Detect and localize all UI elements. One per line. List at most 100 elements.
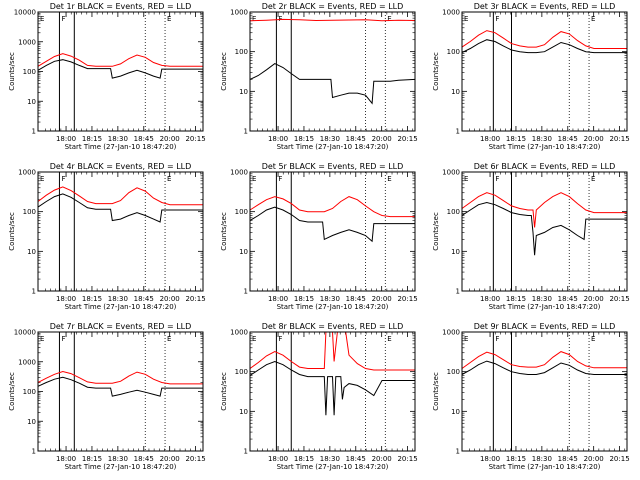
plot-frame xyxy=(249,331,416,452)
chart-panel-2: Det 2r BLACK = Events, RED = LLD 1 10 100 10… xyxy=(220,2,418,151)
y-tick-label: 100 xyxy=(23,208,36,216)
x-axis-label: Start Time (27-Jan-10 18:47:20) xyxy=(489,143,601,151)
state-marker: F xyxy=(61,175,65,183)
series-events-line xyxy=(461,360,627,375)
y-axis-label: Counts/sec xyxy=(432,212,440,251)
x-tick-label: 20:15 xyxy=(609,295,629,303)
y-axis-label: Counts/sec xyxy=(8,372,16,411)
series-lld-line xyxy=(249,331,415,371)
series-lld-line xyxy=(249,196,415,218)
chart-title: Det 4r BLACK = Events, RED = LLD xyxy=(50,162,192,171)
y-tick-label: 10 xyxy=(451,88,460,96)
state-marker: F xyxy=(495,335,499,343)
x-tick-label: 18:45 xyxy=(558,455,578,463)
x-tick-label: 20:00 xyxy=(584,455,604,463)
y-tick-label: 100 xyxy=(235,48,248,56)
x-tick-label: 20:00 xyxy=(160,135,180,143)
y-tick-label: 1000 xyxy=(442,169,460,177)
x-tick-label: 18:15 xyxy=(506,455,526,463)
series-events-line xyxy=(249,360,415,416)
x-tick-label: 18:45 xyxy=(558,135,578,143)
y-tick-label: 1 xyxy=(32,128,36,136)
x-axis-label: Start Time (27-Jan-10 18:47:20) xyxy=(489,463,601,471)
series-events-line xyxy=(461,201,627,256)
state-marker: E xyxy=(252,15,256,23)
x-tick-label: 18:15 xyxy=(294,135,314,143)
series-events-line xyxy=(37,59,203,79)
x-tick-label: 18:00 xyxy=(480,295,500,303)
state-marker: E xyxy=(167,15,171,23)
series-lld-line xyxy=(461,30,627,49)
y-tick-label: 1000 xyxy=(18,169,36,177)
plot-frame xyxy=(37,171,204,292)
x-tick-label: 18:15 xyxy=(294,295,314,303)
x-tick-label: 18:15 xyxy=(82,135,102,143)
chart-panel-6: Det 6r BLACK = Events, RED = LLD 1 10 100 10… xyxy=(432,162,630,311)
y-axis-label: Counts/sec xyxy=(220,372,228,411)
chart-title: Det 9r BLACK = Events, RED = LLD xyxy=(474,322,616,331)
x-tick-label: 18:45 xyxy=(134,295,154,303)
x-tick-label: 20:00 xyxy=(372,135,392,143)
y-tick-label: 1 xyxy=(244,448,248,456)
y-tick-label: 100 xyxy=(447,368,460,376)
series-lld-line xyxy=(461,351,627,369)
chart-title: Det 7r BLACK = Events, RED = LLD xyxy=(50,322,192,331)
state-marker: E xyxy=(40,335,44,343)
x-tick-label: 20:00 xyxy=(372,295,392,303)
x-tick-label: 18:30 xyxy=(108,295,128,303)
y-tick-label: 1000 xyxy=(230,329,248,337)
y-axis-label: Counts/sec xyxy=(432,52,440,91)
chart-panel-7: Det 7r BLACK = Events, RED = LLD 1 10 100 10… xyxy=(8,322,206,471)
x-tick-label: 18:15 xyxy=(82,455,102,463)
x-tick-label: 18:45 xyxy=(346,295,366,303)
x-tick-label: 20:00 xyxy=(584,295,604,303)
y-tick-label: 10 xyxy=(239,408,248,416)
state-marker: E xyxy=(167,335,171,343)
series-events-line xyxy=(37,376,203,397)
x-tick-label: 18:45 xyxy=(134,455,154,463)
series-lld-line xyxy=(461,192,627,228)
y-tick-label: 100 xyxy=(447,48,460,56)
x-tick-label: 20:15 xyxy=(185,295,205,303)
y-tick-label: 1 xyxy=(456,128,460,136)
y-tick-label: 1 xyxy=(244,128,248,136)
plot-frame xyxy=(37,331,204,452)
y-tick-label: 100 xyxy=(235,208,248,216)
x-tick-label: 18:30 xyxy=(320,135,340,143)
series-lld-line xyxy=(37,186,203,206)
state-marker: F xyxy=(61,335,65,343)
x-tick-label: 18:45 xyxy=(558,295,578,303)
y-tick-label: 1 xyxy=(32,288,36,296)
state-marker: E xyxy=(591,15,595,23)
state-marker: F xyxy=(495,175,499,183)
chart-title: Det 1r BLACK = Events, RED = LLD xyxy=(50,2,192,11)
y-tick-label: 100 xyxy=(23,68,36,76)
series-events-line xyxy=(249,63,416,105)
chart-title: Det 2r BLACK = Events, RED = LLD xyxy=(262,2,404,11)
y-tick-label: 100 xyxy=(235,368,248,376)
y-axis-label: Counts/sec xyxy=(220,52,228,91)
state-marker: E xyxy=(464,175,468,183)
y-tick-label: 1000 xyxy=(230,169,248,177)
x-tick-label: 20:00 xyxy=(160,455,180,463)
x-axis-label: Start Time (27-Jan-10 18:47:20) xyxy=(65,303,177,311)
chart-panel-5: Det 5r BLACK = Events, RED = LLD 1 10 100 10… xyxy=(220,162,418,311)
x-tick-label: 20:00 xyxy=(372,455,392,463)
state-marker: E xyxy=(387,175,391,183)
y-tick-label: 10 xyxy=(451,408,460,416)
y-tick-label: 1 xyxy=(456,288,460,296)
state-marker: E xyxy=(167,175,171,183)
x-tick-label: 18:00 xyxy=(56,135,76,143)
x-tick-label: 18:00 xyxy=(268,455,288,463)
y-tick-label: 10 xyxy=(239,88,248,96)
x-tick-label: 18:15 xyxy=(294,455,314,463)
x-tick-label: 18:15 xyxy=(506,135,526,143)
plot-frame xyxy=(461,171,628,292)
plot-frame xyxy=(461,331,628,452)
y-tick-label: 1000 xyxy=(442,9,460,17)
state-marker: E xyxy=(464,15,468,23)
x-tick-label: 20:15 xyxy=(609,455,629,463)
state-marker: F xyxy=(278,335,282,343)
chart-title: Det 6r BLACK = Events, RED = LLD xyxy=(474,162,616,171)
series-events-line xyxy=(461,39,627,54)
